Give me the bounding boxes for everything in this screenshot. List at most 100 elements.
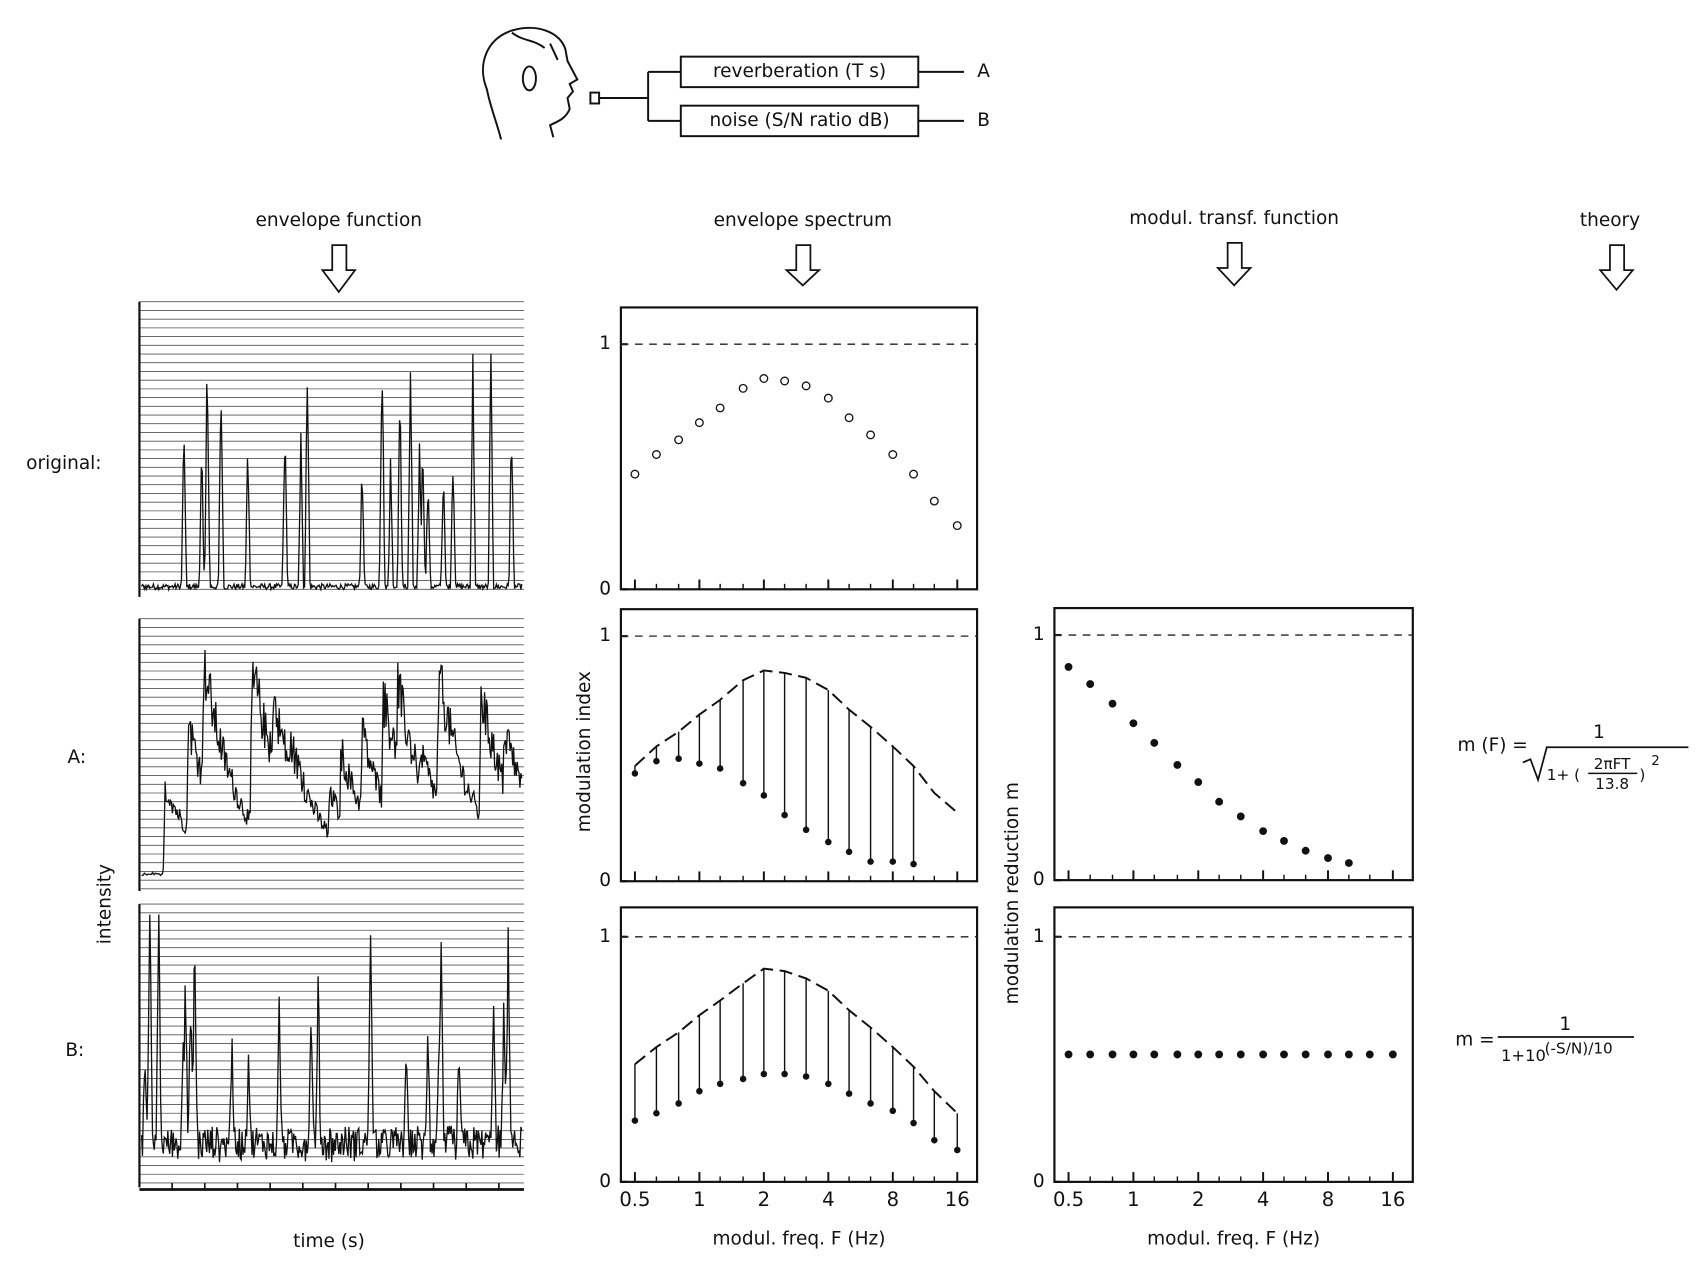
branch-label: A — [977, 61, 990, 82]
y-axis-label: modulation reduction m — [1002, 782, 1023, 1004]
data-point — [1365, 1050, 1374, 1059]
formula: m = — [1455, 1029, 1494, 1050]
data-point — [1344, 859, 1353, 867]
data-point — [716, 765, 724, 772]
y-axis-label: modulation index — [574, 671, 595, 832]
column-header: envelope spectrum — [714, 210, 892, 231]
data-point — [739, 779, 747, 787]
formula: 1 — [1593, 722, 1605, 743]
branch-label: B — [977, 110, 990, 131]
data-point — [867, 1100, 874, 1107]
envelope-trace — [141, 353, 523, 593]
data-point — [696, 1087, 703, 1095]
data-point — [1064, 662, 1073, 671]
y-tick-label: 1 — [599, 926, 611, 947]
plot-frame — [619, 906, 979, 1183]
y-tick-label: 1 — [599, 333, 611, 354]
envelope-panels — [138, 301, 524, 1191]
formula: 13.8 — [1595, 775, 1629, 793]
formula: 2 — [1651, 754, 1659, 769]
data-point — [653, 757, 660, 765]
formula: ) — [1639, 766, 1645, 784]
data-point — [1236, 1050, 1245, 1059]
data-point — [781, 1070, 788, 1078]
plot-frame — [619, 608, 979, 883]
down-arrows — [320, 242, 1635, 294]
data-point — [1301, 1050, 1310, 1059]
data-point — [739, 1075, 747, 1083]
data-point — [844, 413, 854, 423]
plot-frame — [1053, 906, 1414, 1183]
box-label: noise (S/N ratio dB) — [709, 110, 889, 131]
data-point — [780, 376, 790, 386]
data-point — [889, 1107, 897, 1115]
data-point — [760, 792, 768, 799]
data-point — [1064, 1050, 1073, 1059]
box-label: reverberation (T s) — [713, 61, 886, 82]
data-point — [760, 1070, 768, 1078]
x-tick-label: 4 — [1257, 1188, 1269, 1211]
data-point — [1194, 1050, 1203, 1059]
data-point — [694, 418, 704, 428]
data-point — [825, 838, 832, 846]
data-point — [1129, 1050, 1138, 1059]
envelope-trace — [140, 914, 523, 1163]
data-point — [1301, 846, 1310, 855]
data-point — [1259, 1050, 1268, 1059]
data-point — [1173, 1050, 1182, 1059]
data-point — [630, 469, 640, 479]
x-tick-label: 16 — [1380, 1188, 1405, 1211]
data-point — [1108, 699, 1117, 708]
y-tick-label: 0 — [1033, 869, 1045, 890]
data-point — [1259, 827, 1268, 836]
formula: 1 — [1559, 1014, 1571, 1035]
data-point — [888, 450, 898, 459]
plot-frame — [1053, 607, 1414, 882]
x-axis-label: modul. freq. F (Hz) — [1147, 1229, 1320, 1250]
y-tick-label: 1 — [1033, 624, 1045, 645]
y-tick-label: 0 — [1033, 1171, 1045, 1192]
data-point — [1215, 797, 1224, 806]
x-axis-label: modul. freq. F (Hz) — [713, 1229, 886, 1250]
data-point — [1086, 1050, 1095, 1059]
data-point — [674, 435, 684, 445]
row-label: B: — [65, 1040, 84, 1061]
data-point — [910, 1119, 917, 1127]
data-point — [675, 1100, 682, 1107]
data-point — [823, 393, 833, 403]
data-point — [845, 1090, 853, 1097]
x-tick-label: 16 — [945, 1188, 970, 1211]
data-point — [889, 858, 897, 865]
data-point — [801, 381, 811, 391]
sqrt-sign — [1522, 746, 1689, 783]
y-tick-label: 0 — [599, 1171, 611, 1192]
data-point — [1215, 1050, 1224, 1059]
x-tick-label: 0.5 — [619, 1188, 650, 1211]
column-header: envelope function — [256, 210, 422, 231]
data-point — [716, 1080, 724, 1088]
data-point — [696, 760, 703, 767]
formula: 2πFT — [1594, 755, 1631, 773]
data-point — [1129, 719, 1138, 728]
data-point — [909, 469, 919, 479]
data-point — [651, 450, 661, 459]
charts: 0 1 0 1 modulation index 0 1 0.5 1 2 4 8 16 modul. fr… — [574, 306, 1414, 1250]
data-point — [1150, 1050, 1159, 1059]
x-tick-label: 2 — [758, 1188, 770, 1211]
formula: (-S/N)/10 — [1545, 1039, 1613, 1057]
data-point — [1388, 1050, 1397, 1059]
data-point — [715, 403, 725, 413]
x-tick-label: 1 — [693, 1188, 705, 1211]
data-point — [675, 755, 682, 762]
envelope-curve — [634, 967, 958, 1114]
formula: 1+ ( — [1547, 766, 1580, 784]
envelope-trace — [141, 649, 523, 877]
data-point — [845, 848, 853, 856]
x-axis-label: time (s) — [293, 1231, 365, 1252]
data-point — [1344, 1050, 1353, 1059]
column-header: theory — [1580, 210, 1640, 231]
data-point — [931, 1136, 938, 1144]
data-point — [952, 521, 962, 531]
formula: m (F) = — [1457, 735, 1527, 756]
